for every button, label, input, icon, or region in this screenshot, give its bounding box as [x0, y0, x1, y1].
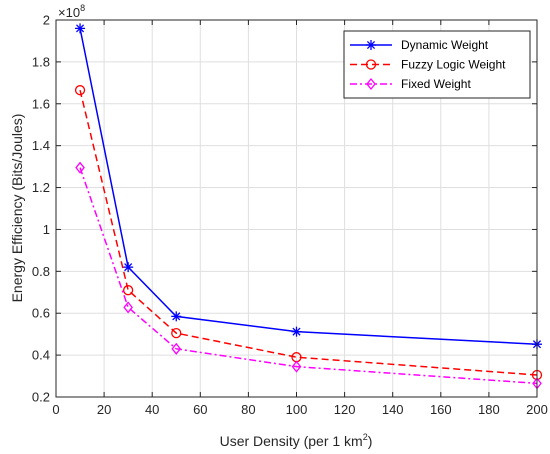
x-tick-label: 40: [145, 402, 159, 417]
y-tick-label: 1: [43, 222, 50, 237]
x-tick-label: 20: [97, 402, 111, 417]
y-exponent-power: 8: [80, 3, 85, 13]
circle-marker: [122, 285, 134, 296]
circle-marker: [74, 85, 86, 96]
legend: Dynamic Weight Fuzzy Logic Weight Fixed We…: [343, 30, 531, 99]
x-tick-label: 120: [334, 402, 356, 417]
x-tick-label: 80: [241, 402, 255, 417]
circle-marker: [365, 59, 377, 70]
series-1: [74, 85, 543, 381]
axis-ticks: 0 20 40 60 80 100 120 140 160 180 200 0.2 0.4 0.6 0.8 1…: [32, 13, 548, 418]
x-tick-label: 0: [52, 402, 59, 417]
x-axis-title: User Density (per 1 km2): [220, 432, 373, 449]
y-exponent-base: ×10: [58, 5, 80, 20]
x-tick-label: 200: [526, 402, 548, 417]
y-tick-label: 0.2: [32, 390, 50, 405]
x-tick-label: 60: [193, 402, 207, 417]
asterisk-marker: [366, 40, 376, 50]
x-tick-label: 180: [478, 402, 500, 417]
legend-item: Dynamic Weight: [350, 38, 489, 52]
x-tick-label: 160: [430, 402, 452, 417]
x-tick-label: 100: [286, 402, 308, 417]
circle-marker: [171, 327, 182, 339]
legend-item: Fuzzy Logic Weight: [350, 58, 506, 72]
y-axis-title: Energy Efficiency (Bits/Joules): [9, 114, 25, 303]
series-layer: [74, 23, 543, 390]
x-axis-title-suffix: ): [368, 433, 373, 449]
diamond-marker: [366, 77, 376, 91]
asterisk-marker: [171, 311, 182, 322]
series-line: [79, 89, 538, 376]
diamond-marker: [171, 342, 182, 355]
asterisk-marker: [75, 23, 86, 34]
y-tick-label: 0.4: [32, 348, 50, 363]
y-tick-label: 1.8: [32, 54, 50, 69]
asterisk-marker: [123, 262, 134, 273]
y-tick-label: 2: [43, 13, 50, 28]
series-line: [79, 167, 538, 385]
y-exponent-label: ×108: [58, 3, 85, 20]
diamond-marker: [75, 161, 85, 174]
diamond-marker: [291, 360, 302, 373]
x-tick-label: 140: [382, 402, 404, 417]
y-tick-label: 0.6: [32, 306, 50, 321]
series-0: [75, 23, 542, 350]
y-tick-label: 1.4: [32, 138, 50, 153]
x-axis-title-main: User Density (per 1 km: [220, 433, 363, 449]
legend-label: Fuzzy Logic Weight: [401, 58, 506, 72]
legend-label: Fixed Weight: [401, 77, 471, 91]
x-axis-title-superscript: 2: [363, 432, 368, 442]
y-tick-label: 1.6: [32, 96, 50, 111]
legend-label: Dynamic Weight: [401, 38, 489, 52]
y-tick-label: 1.2: [32, 180, 50, 195]
legend-item: Fixed Weight: [350, 77, 471, 91]
y-tick-label: 0.8: [32, 264, 50, 279]
asterisk-marker: [291, 326, 302, 337]
diamond-marker: [123, 301, 133, 314]
